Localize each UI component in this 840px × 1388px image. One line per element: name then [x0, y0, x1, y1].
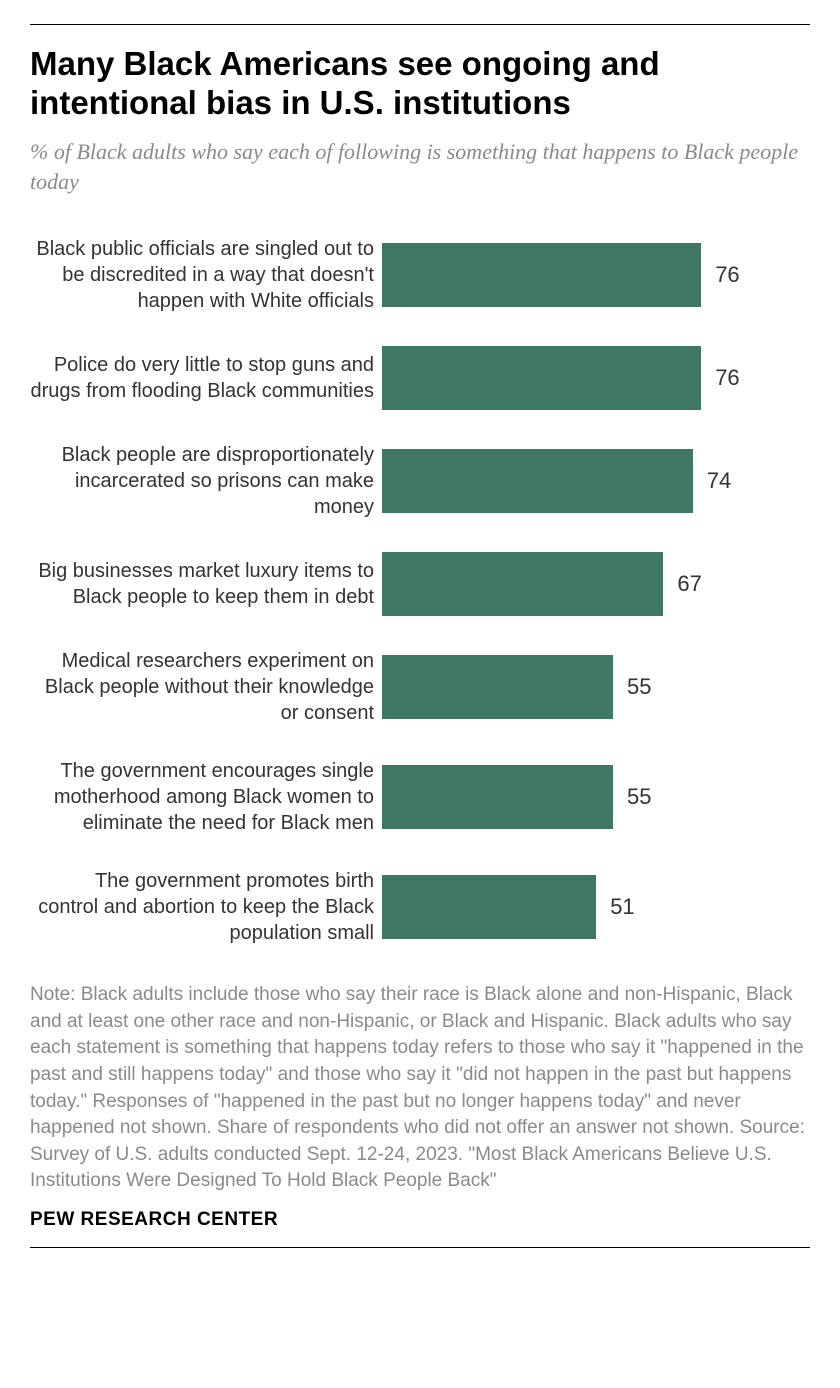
bar-value: 74: [693, 468, 731, 494]
bar: [382, 655, 613, 719]
bar-value: 55: [613, 784, 651, 810]
bar-row: The government promotes birth control an…: [30, 868, 810, 946]
bar-area: 76: [382, 346, 810, 410]
source-logo: PEW RESEARCH CENTER: [30, 1209, 810, 1231]
bar: [382, 346, 701, 410]
bar-value: 76: [701, 262, 739, 288]
bar-value: 67: [663, 571, 701, 597]
bar: [382, 765, 613, 829]
bar-value: 55: [613, 674, 651, 700]
bar-label: The government encourages single motherh…: [30, 758, 382, 836]
bar: [382, 875, 596, 939]
bar-area: 55: [382, 655, 810, 719]
bar-row: Black public officials are singled out t…: [30, 236, 810, 314]
bar-row: Police do very little to stop guns and d…: [30, 346, 810, 410]
chart-subtitle: % of Black adults who say each of follow…: [30, 137, 810, 196]
bar: [382, 243, 701, 307]
bar-area: 76: [382, 243, 810, 307]
bar-label: Black people are disproportionately inca…: [30, 442, 382, 520]
bar-area: 51: [382, 875, 810, 939]
bar-row: Medical researchers experiment on Black …: [30, 648, 810, 726]
bar-area: 67: [382, 552, 810, 616]
bar-row: Big businesses market luxury items to Bl…: [30, 552, 810, 616]
bar-label: Medical researchers experiment on Black …: [30, 648, 382, 726]
bar-label: Black public officials are singled out t…: [30, 236, 382, 314]
bar-value: 76: [701, 365, 739, 391]
bar-area: 55: [382, 765, 810, 829]
top-rule: [30, 24, 810, 25]
chart-note: Note: Black adults include those who say…: [30, 982, 810, 1195]
bar-label: Police do very little to stop guns and d…: [30, 352, 382, 404]
bar: [382, 552, 663, 616]
bar-label: Big businesses market luxury items to Bl…: [30, 558, 382, 610]
bar-label: The government promotes birth control an…: [30, 868, 382, 946]
bottom-rule: [30, 1247, 810, 1248]
bar: [382, 449, 693, 513]
bar-area: 74: [382, 449, 810, 513]
chart-title: Many Black Americans see ongoing and int…: [30, 45, 810, 123]
bar-row: Black people are disproportionately inca…: [30, 442, 810, 520]
bar-value: 51: [596, 894, 634, 920]
bar-chart: Black public officials are singled out t…: [30, 236, 810, 946]
bar-row: The government encourages single motherh…: [30, 758, 810, 836]
